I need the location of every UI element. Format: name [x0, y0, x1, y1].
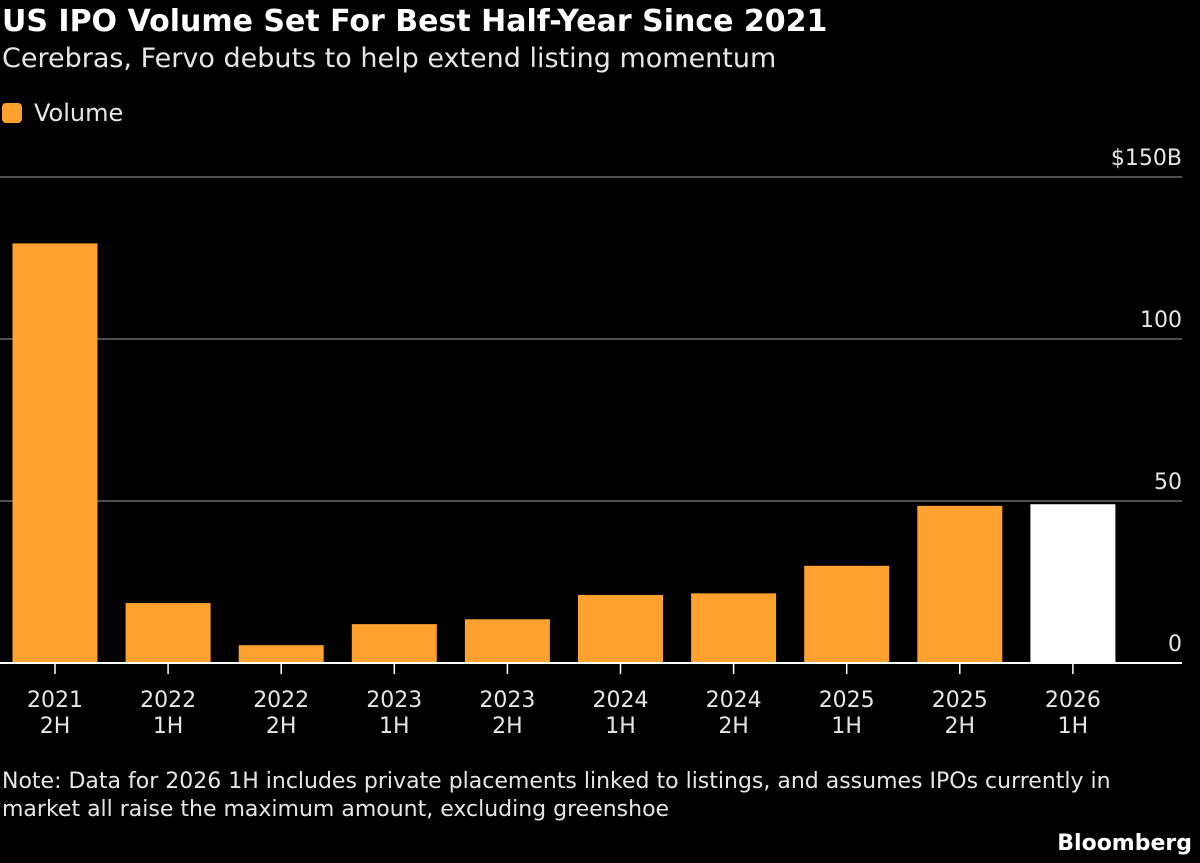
bar: [1030, 504, 1116, 663]
legend: Volume: [2, 98, 123, 128]
x-tick-label: 1H: [1058, 714, 1089, 739]
bar: [464, 619, 550, 663]
x-tick-label: 1H: [831, 714, 862, 739]
x-tick-label: 1H: [605, 714, 636, 739]
x-tick-label: 2H: [718, 714, 749, 739]
x-tick-label: 2023: [479, 688, 535, 713]
x-tick-label: 2H: [40, 714, 71, 739]
x-tick-label: 2026: [1045, 688, 1101, 713]
chart-note: Note: Data for 2026 1H includes private …: [2, 769, 1111, 822]
y-tick-label: 0: [1168, 632, 1182, 657]
y-tick-label: 100: [1140, 308, 1182, 333]
bar: [12, 243, 98, 664]
x-tick-label: 2024: [706, 688, 762, 713]
bar: [578, 594, 663, 663]
legend-label: Volume: [34, 99, 124, 127]
y-tick-label: 50: [1154, 470, 1182, 495]
bar: [238, 645, 324, 663]
x-tick-label: 2025: [819, 688, 875, 713]
legend-swatch: [2, 103, 22, 123]
bar: [917, 505, 1003, 663]
source-label: Bloomberg: [1057, 831, 1192, 856]
x-tick-label: 2021: [27, 688, 83, 713]
x-tick-label: 2H: [266, 714, 297, 739]
bar: [125, 603, 211, 663]
x-tick-label: 2025: [932, 688, 988, 713]
bar: [351, 624, 437, 663]
x-tick-label: 2023: [366, 688, 422, 713]
x-tick-label: 1H: [379, 714, 410, 739]
bar: [804, 565, 890, 663]
x-tick-label: 2022: [140, 688, 196, 713]
x-tick-label: 2024: [593, 688, 649, 713]
bar: [691, 593, 777, 663]
x-tick-label: 2H: [945, 714, 976, 739]
x-tick-label: 1H: [153, 714, 184, 739]
x-tick-label: 2022: [253, 688, 309, 713]
chart-title: US IPO Volume Set For Best Half-Year Sin…: [2, 4, 828, 39]
x-tick-label: 2H: [492, 714, 523, 739]
y-tick-label: $150B: [1111, 146, 1182, 171]
chart-subtitle: Cerebras, Fervo debuts to help extend li…: [2, 43, 777, 74]
